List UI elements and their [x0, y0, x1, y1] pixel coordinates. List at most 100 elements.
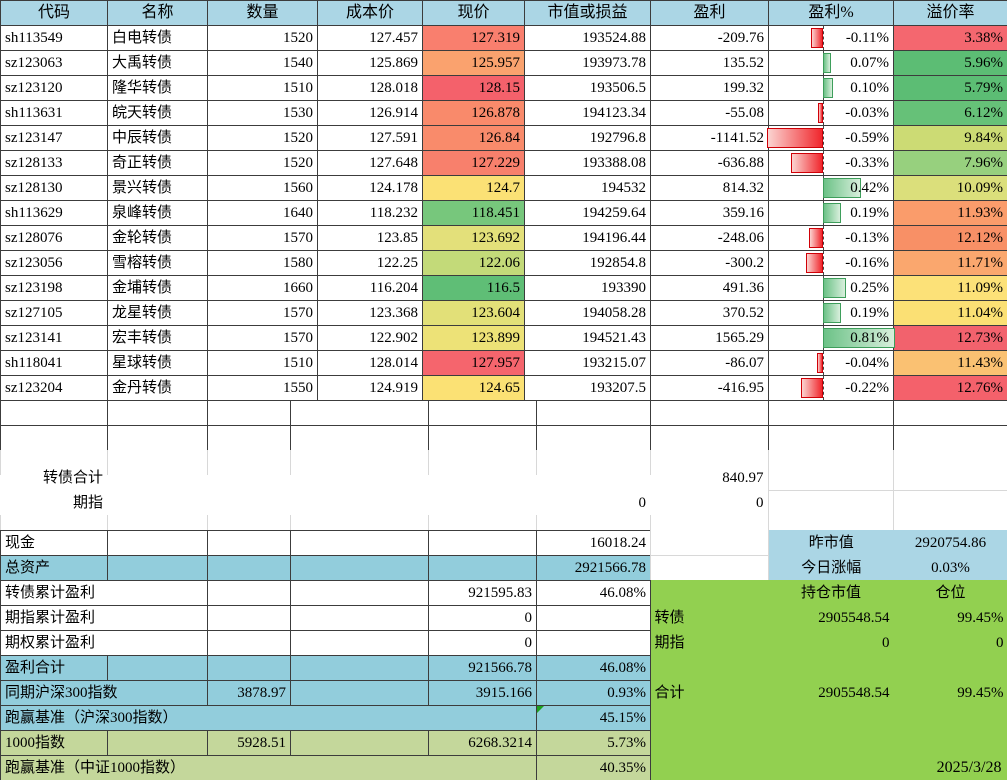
cell-qty[interactable]: 1660	[207, 275, 318, 301]
beat-hs300-label[interactable]: 跑赢基准（沪深300指数）	[0, 705, 537, 731]
empty-cell[interactable]	[768, 705, 894, 730]
cell-premium[interactable]: 11.71%	[893, 250, 1007, 276]
header-profit[interactable]: 盈利	[650, 0, 769, 26]
cell-code[interactable]: sh113631	[0, 100, 108, 126]
cell-cost[interactable]: 118.232	[317, 200, 423, 226]
cell-price[interactable]: 124.7	[422, 175, 525, 201]
cell-profit[interactable]: -209.76	[650, 25, 769, 51]
empty-cell[interactable]	[428, 400, 537, 426]
empty-cell[interactable]	[893, 655, 1007, 680]
cell-qty[interactable]: 1520	[207, 125, 318, 151]
cell-code[interactable]: sz128076	[0, 225, 108, 251]
futures-holding-pos[interactable]: 0	[893, 630, 1007, 655]
cell-code[interactable]: sh118041	[0, 350, 108, 376]
empty-cell[interactable]	[107, 555, 208, 581]
holding-mv-header[interactable]: 持仓市值	[768, 580, 894, 605]
cell-code[interactable]: sh113549	[0, 25, 108, 51]
cell-profit-pct[interactable]: -0.22%	[768, 375, 894, 401]
profit-total-label[interactable]: 盈利合计	[0, 655, 108, 681]
hs300-change-pct[interactable]: 0.93%	[536, 680, 651, 706]
beat-1000-label[interactable]: 跑赢基准（中证1000指数）	[0, 755, 537, 780]
cell-qty[interactable]: 1570	[207, 225, 318, 251]
date-cell[interactable]: 2025/3/28	[650, 755, 1007, 780]
bond-cum-profit-pct[interactable]: 46.08%	[536, 580, 651, 606]
cell-profit[interactable]: -636.88	[650, 150, 769, 176]
empty-cell[interactable]	[207, 555, 291, 581]
cell-profit-pct[interactable]: 0.10%	[768, 75, 894, 101]
cell-profit-pct[interactable]: -0.33%	[768, 150, 894, 176]
empty-cell[interactable]	[536, 630, 651, 656]
cell-premium[interactable]: 11.04%	[893, 300, 1007, 326]
cell-profit-pct[interactable]: 0.19%	[768, 300, 894, 326]
total-holding-mv[interactable]: 2905548.54	[768, 680, 894, 705]
empty-cell[interactable]	[0, 400, 108, 426]
empty-cell[interactable]	[207, 490, 290, 515]
beat-1000-pct[interactable]: 40.35%	[536, 755, 651, 780]
cell-profit[interactable]: -55.08	[650, 100, 769, 126]
cell-cost[interactable]: 122.902	[317, 325, 423, 351]
cell-cost[interactable]: 127.648	[317, 150, 423, 176]
header-code[interactable]: 代码	[0, 0, 108, 26]
empty-cell[interactable]	[892, 490, 1007, 515]
cell-profit[interactable]: -86.07	[650, 350, 769, 376]
hs300-base-value[interactable]: 3878.97	[207, 680, 291, 706]
header-premium[interactable]: 溢价率	[893, 0, 1007, 26]
cell-code[interactable]: sz123198	[0, 275, 108, 301]
cell-profit-pct[interactable]: -0.59%	[767, 125, 894, 151]
cell-name[interactable]: 雪榕转债	[107, 250, 208, 276]
header-profit-pct[interactable]: 盈利%	[768, 0, 894, 26]
futures-profit[interactable]: 0	[756, 494, 764, 511]
total-holding-pos[interactable]: 99.45%	[893, 680, 1007, 705]
cell-code[interactable]: sz123063	[0, 50, 108, 76]
cell-name[interactable]: 奇正转债	[107, 150, 208, 176]
cell-mktval[interactable]: 193524.88	[524, 25, 651, 51]
cell-mktval[interactable]: 194123.34	[524, 100, 651, 126]
idx1000-base-value[interactable]: 5928.51	[207, 730, 291, 756]
cell-profit[interactable]: 135.52	[650, 50, 769, 76]
empty-cell[interactable]	[290, 425, 429, 451]
empty-cell[interactable]	[290, 465, 428, 490]
empty-cell[interactable]	[207, 630, 291, 656]
cell-name[interactable]: 宏丰转债	[107, 325, 208, 351]
cell-qty[interactable]: 1640	[207, 200, 318, 226]
futures-holding-mv[interactable]: 0	[768, 630, 894, 655]
cell-price[interactable]: 127.319	[422, 25, 525, 51]
empty-cell[interactable]	[207, 655, 291, 681]
cell-name[interactable]: 金轮转债	[107, 225, 208, 251]
cell-code[interactable]: sz127105	[0, 300, 108, 326]
total-assets-value[interactable]: 2921566.78	[536, 555, 651, 581]
cell-premium[interactable]: 12.76%	[893, 375, 1007, 401]
empty-cell[interactable]	[290, 400, 429, 426]
beat-hs300-pct[interactable]: 45.15%	[536, 705, 651, 731]
cell-cost[interactable]: 123.85	[317, 225, 423, 251]
header-mktval[interactable]: 市值或损益	[524, 0, 651, 26]
empty-cell[interactable]	[107, 530, 208, 556]
yesterday-mv-label[interactable]: 昨市值	[768, 530, 894, 555]
empty-cell[interactable]	[650, 580, 769, 605]
cell-profit[interactable]: 814.32	[650, 175, 769, 201]
bond-holding-mv[interactable]: 2905548.54	[768, 605, 894, 630]
empty-cell[interactable]	[892, 465, 1007, 491]
cell-price[interactable]: 123.899	[422, 325, 525, 351]
cell-name[interactable]: 星球转债	[107, 350, 208, 376]
cell-qty[interactable]: 1580	[207, 250, 318, 276]
cell-cost[interactable]: 127.457	[317, 25, 423, 51]
empty-cell[interactable]	[207, 605, 291, 631]
cell-code[interactable]: sh113629	[0, 200, 108, 226]
cell-mktval[interactable]: 193973.78	[524, 50, 651, 76]
empty-cell[interactable]	[107, 450, 208, 475]
cell-profit-pct[interactable]: 0.81%	[768, 325, 895, 351]
cell-price[interactable]: 124.65	[422, 375, 525, 401]
cell-code[interactable]: sz123056	[0, 250, 108, 276]
idx1000-now-value[interactable]: 6268.3214	[428, 730, 537, 756]
cell-profit[interactable]: -300.2	[650, 250, 769, 276]
cell-mktval[interactable]: 194521.43	[524, 325, 651, 351]
cell-mktval[interactable]: 194058.28	[524, 300, 651, 326]
today-change-label[interactable]: 今日涨幅	[768, 555, 894, 580]
empty-cell[interactable]	[107, 730, 208, 756]
empty-cell[interactable]	[0, 450, 108, 475]
empty-cell[interactable]	[536, 605, 651, 631]
empty-cell[interactable]	[428, 530, 537, 556]
header-price[interactable]: 现价	[422, 0, 525, 26]
empty-cell[interactable]	[107, 400, 208, 426]
